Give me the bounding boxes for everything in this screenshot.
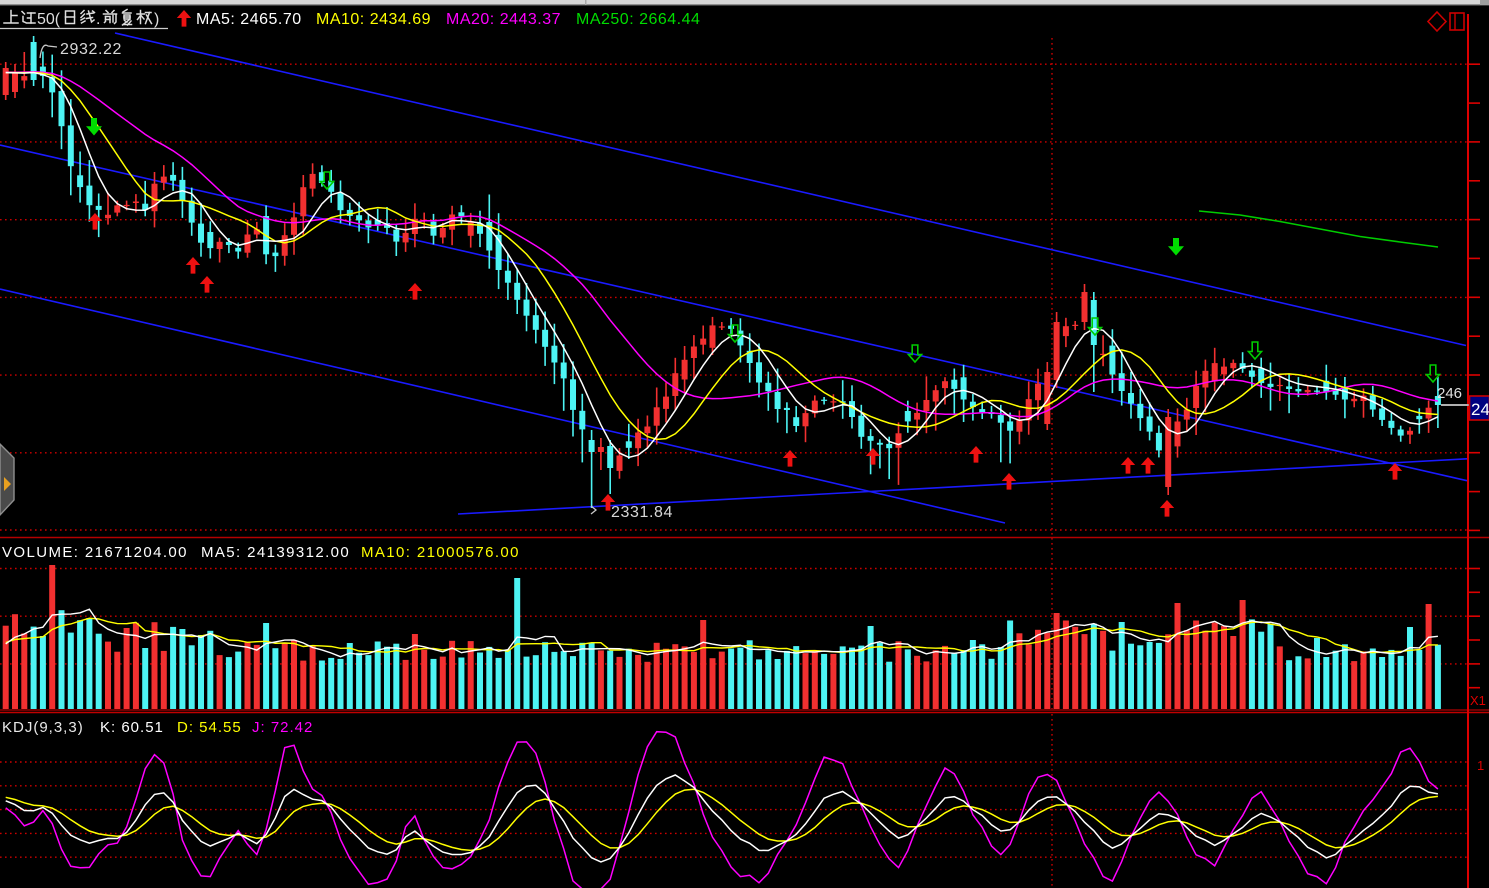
svg-text:MA5: 2465.70: MA5: 2465.70 — [196, 11, 302, 28]
svg-text:D: 54.55: D: 54.55 — [177, 719, 242, 736]
svg-text:.: . — [96, 11, 100, 28]
svg-text:MA5: 24139312.00: MA5: 24139312.00 — [201, 544, 350, 561]
svg-text:MA10: 2434.69: MA10: 2434.69 — [316, 11, 431, 28]
svg-text:MA250: 2664.44: MA250: 2664.44 — [576, 11, 700, 28]
svg-text:2331.84: 2331.84 — [611, 504, 673, 521]
svg-text:J: 72.42: J: 72.42 — [252, 719, 313, 736]
svg-text:MA10: 21000576.00: MA10: 21000576.00 — [361, 544, 520, 561]
svg-text:MA20: 2443.37: MA20: 2443.37 — [446, 11, 561, 28]
svg-text:X1: X1 — [1470, 693, 1486, 708]
svg-text:1: 1 — [1477, 758, 1484, 773]
svg-text:24: 24 — [1471, 400, 1489, 419]
svg-text:): ) — [154, 11, 159, 28]
svg-text:VOLUME: 21671204.00: VOLUME: 21671204.00 — [2, 544, 188, 561]
svg-text:246: 246 — [1437, 385, 1462, 402]
svg-text:K: 60.51: K: 60.51 — [100, 719, 164, 736]
svg-text:2932.22: 2932.22 — [60, 41, 122, 58]
svg-text:KDJ(9,3,3): KDJ(9,3,3) — [2, 719, 84, 736]
svg-text:50(: 50( — [37, 11, 61, 28]
